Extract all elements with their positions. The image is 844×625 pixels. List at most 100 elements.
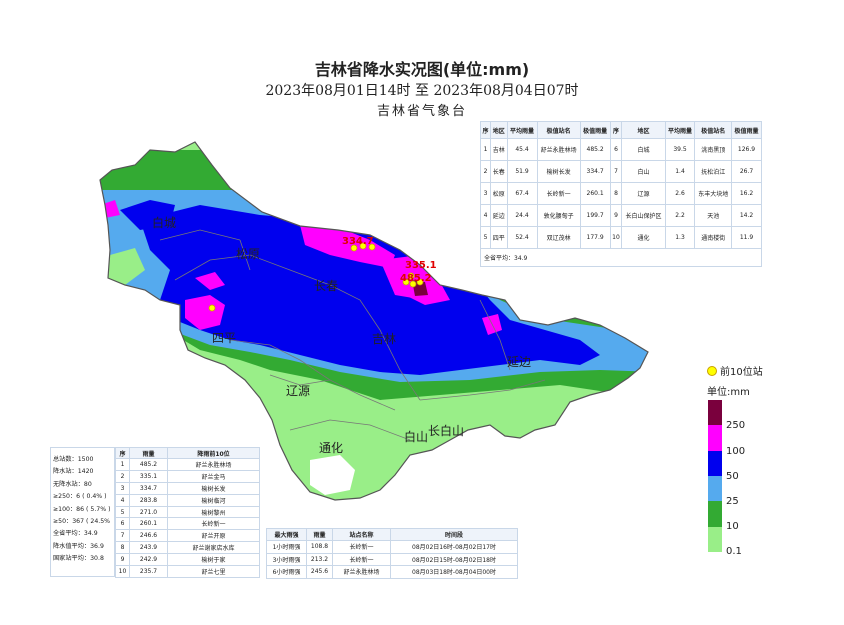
region-labels: 白城 松原 长春 四平 吉林 延边 辽源 通化 白山 长白山 <box>152 215 531 455</box>
cell: 榆树黎州 <box>167 505 260 519</box>
cell: 3 <box>480 182 491 205</box>
cell: 榆树长发 <box>536 160 581 183</box>
table-row: 8 243.9 舒兰谢家店水库 <box>115 541 260 555</box>
swatch-0-1 <box>708 526 722 552</box>
top10-header: 序 雨量 降雨前10位 <box>115 447 260 459</box>
cell: 3小时雨强 <box>266 552 307 566</box>
cell: 6小时雨强 <box>266 565 307 579</box>
col-header: 站点名称 <box>332 528 391 541</box>
prefecture-boundaries <box>159 229 546 441</box>
cell: 2.2 <box>664 204 696 227</box>
cell: 283.8 <box>129 493 168 507</box>
label-siping: 四平 <box>212 331 236 345</box>
col-header: 序 <box>115 447 130 459</box>
cell: 东丰大块地 <box>694 182 733 205</box>
cell: 白山 <box>621 160 666 183</box>
cell: 6 <box>609 138 623 161</box>
cell: 通化 <box>621 226 666 249</box>
top10-legend: 前10位站 <box>707 363 763 378</box>
cell: 四平 <box>489 226 508 249</box>
cell: 11.9 <box>731 226 762 249</box>
col-header: 极值雨量 <box>731 121 762 139</box>
cell: 长岭新一 <box>332 552 391 566</box>
table-row: 5 四平 52.4 双辽茂林 177.9 10 通化 1.3 通南楼街 11.9 <box>480 226 762 249</box>
label-changchun: 长春 <box>314 279 338 293</box>
cell: 177.9 <box>579 226 611 249</box>
cell: 51.9 <box>506 160 538 183</box>
cell: 天池 <box>694 204 733 227</box>
cell: 8 <box>115 541 130 555</box>
cell: 335.1 <box>129 469 168 483</box>
cell: 白城 <box>621 138 666 161</box>
cell: 14.2 <box>731 204 762 227</box>
col-header: 雨量 <box>306 528 333 541</box>
cell: 199.7 <box>579 204 611 227</box>
cell: 08月02日16时-08月02日17时 <box>390 540 518 554</box>
cell: 213.2 <box>306 552 333 566</box>
table-row: 3 334.7 榆树长发 <box>115 481 260 495</box>
cell: 长岭新一 <box>536 182 581 205</box>
label-tonghua: 通化 <box>319 441 343 455</box>
cell: 舒兰金马 <box>167 469 260 483</box>
swatch-100 <box>708 425 722 451</box>
cell: 260.1 <box>579 182 611 205</box>
top10-table: 序 雨量 降雨前10位 1 485.2 舒兰永胜林场 2 335.1 舒兰金马 3 334… <box>115 447 260 578</box>
cell: 52.4 <box>506 226 538 249</box>
cell: 舒兰谢家店水库 <box>167 541 260 555</box>
station-value-1: 334.7 <box>342 236 374 247</box>
tick-0-1: 0.1 <box>726 546 742 557</box>
col-header: 地区 <box>489 121 508 139</box>
col-header: 极值站名 <box>694 121 733 139</box>
cell: 松原 <box>489 182 508 205</box>
cell: 1.4 <box>664 160 696 183</box>
cell: 26.7 <box>731 160 762 183</box>
table-row: 6小时雨强 245.6 舒兰永胜林场 08月03日18时-08月04日00时 <box>266 565 518 579</box>
cell: 长春 <box>489 160 508 183</box>
cell: 08月03日18时-08月04日00时 <box>390 565 518 579</box>
cell: 舒兰七里 <box>167 565 260 578</box>
stat-ge100: ≥100：86 ( 5.7% ) <box>53 505 111 513</box>
cell: 榆树于家 <box>167 553 260 567</box>
cell: 1 <box>480 138 491 161</box>
cell: 108.8 <box>306 540 333 554</box>
cell: 1小时雨强 <box>266 540 307 554</box>
cell: 485.2 <box>579 138 611 161</box>
cell: 6 <box>115 517 130 531</box>
cell: 长岭新一 <box>332 540 391 554</box>
swatch-50 <box>708 450 722 476</box>
cell: 271.0 <box>129 505 168 519</box>
stat-rain-stations: 降水站：1420 <box>53 468 94 476</box>
stat-province-avg: 全省平均：34.9 <box>53 530 98 538</box>
tick-25: 25 <box>726 496 739 507</box>
cell: 334.7 <box>579 160 611 183</box>
cell: 长白山保护区 <box>621 204 666 227</box>
station-stats: 总站数：1500 降水站：1420 无降水站：80 ≥250：6 ( 0.4% … <box>50 447 115 577</box>
station-value-2: 335.1 <box>405 260 437 271</box>
cell: 2.6 <box>664 182 696 205</box>
cell: 舒兰开原 <box>167 529 260 543</box>
label-jilin: 吉林 <box>372 332 396 346</box>
cell: 抚松泊江 <box>694 160 733 183</box>
table-row: 10 235.7 舒兰七里 <box>115 565 260 578</box>
cell: 126.9 <box>731 138 762 161</box>
cell: 2 <box>480 160 491 183</box>
table-row: 5 271.0 榆树黎州 <box>115 505 260 519</box>
legend-unit: 单位:mm <box>707 387 750 398</box>
label-songyuan: 松原 <box>236 247 260 261</box>
table-row: 2 335.1 舒兰金马 <box>115 469 260 483</box>
col-header: 降雨前10位 <box>167 447 260 459</box>
label-changbaishan: 长白山 <box>428 423 464 438</box>
cell: 榆树长发 <box>167 481 260 495</box>
cell: 通南楼街 <box>694 226 733 249</box>
table-row: 4 延边 24.4 敦化腰甸子 199.7 9 长白山保护区 2.2 天池 14.2 <box>480 204 762 227</box>
table-row: 全省平均：34.9 <box>480 248 762 267</box>
province-average: 全省平均：34.9 <box>480 248 762 267</box>
yellow-dot-icon <box>707 365 717 376</box>
cell: 榆树临河 <box>167 493 260 507</box>
table-row: 7 246.6 舒兰开原 <box>115 529 260 543</box>
cell: 245.6 <box>306 565 333 579</box>
table-row: 1 485.2 舒兰永胜林场 <box>115 458 260 471</box>
top-station-dots <box>208 242 424 312</box>
station-value-3: 485.2 <box>400 273 432 284</box>
